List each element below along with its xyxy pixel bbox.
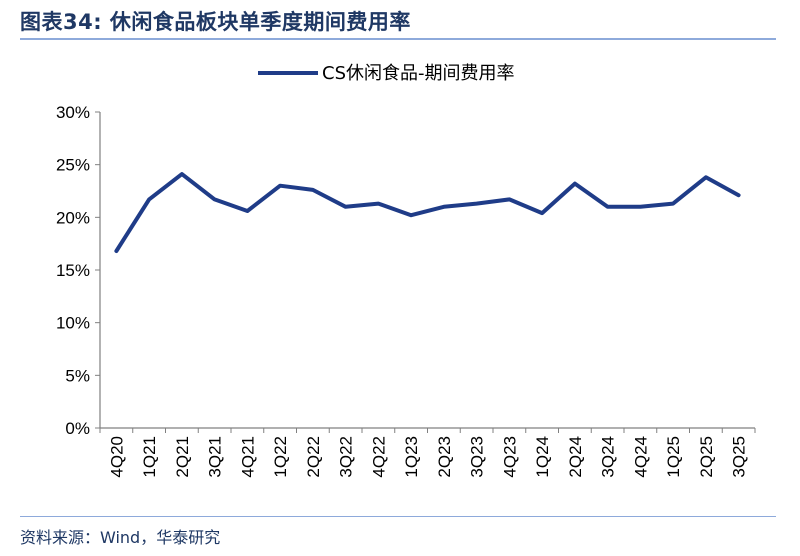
source-note: 资料来源：Wind，华泰研究	[20, 528, 221, 547]
y-tick-label: 30%	[56, 103, 90, 122]
y-tick-label: 10%	[56, 314, 90, 333]
y-tick-label: 0%	[65, 419, 90, 438]
x-tick-label: 4Q22	[369, 436, 388, 478]
series-line	[114, 172, 741, 253]
title-divider	[20, 38, 776, 40]
data-point	[345, 206, 347, 208]
x-tick-label: 1Q25	[664, 436, 683, 478]
y-axis-tick-labels: 0% 5% 10% 15% 20% 25% 30%	[56, 103, 90, 438]
x-tick-label: 1Q24	[533, 436, 552, 478]
x-tick-label: 3Q23	[468, 436, 487, 478]
x-tick-label: 3Q25	[730, 436, 749, 478]
data-point	[508, 198, 510, 200]
data-point	[279, 185, 281, 187]
data-point	[541, 212, 543, 214]
series-group	[114, 172, 741, 253]
y-tick-label: 5%	[65, 366, 90, 385]
footer-divider	[20, 516, 776, 517]
chart-axes	[95, 111, 756, 433]
data-point	[639, 206, 641, 208]
x-tick-label: 2Q25	[697, 436, 716, 478]
figure-title: 图表34: 休闲食品板块单季度期间费用率	[20, 10, 411, 34]
line-chart: CS休闲食品-期间费用率 0% 5% 10% 15% 20% 25% 30% 4Q20 1Q2…	[56, 63, 756, 478]
y-tick-label: 25%	[56, 156, 90, 175]
x-tick-label: 1Q22	[271, 436, 290, 478]
x-tick-label: 4Q20	[107, 436, 126, 478]
x-tick-label: 3Q21	[206, 436, 225, 478]
data-point	[312, 189, 314, 191]
y-tick-label: 15%	[56, 261, 90, 280]
y-tick-label: 20%	[56, 208, 90, 227]
x-tick-label: 2Q21	[173, 436, 192, 478]
x-tick-label: 4Q21	[238, 436, 257, 478]
data-point	[443, 206, 445, 208]
data-point	[377, 203, 379, 205]
data-point	[672, 203, 674, 205]
legend-label: CS休闲食品-期间费用率	[322, 63, 515, 84]
data-point	[738, 194, 740, 196]
data-point	[476, 203, 478, 205]
data-point	[246, 210, 248, 212]
data-point	[214, 198, 216, 200]
x-tick-label: 1Q23	[402, 436, 421, 478]
x-axis-tick-labels: 4Q20 1Q21 2Q21 3Q21 4Q21 1Q22 2Q22 3Q22 4Q22 1Q23…	[107, 436, 748, 478]
x-tick-label: 1Q21	[140, 436, 159, 478]
data-point	[607, 206, 609, 208]
x-tick-label: 3Q22	[337, 436, 356, 478]
data-point	[148, 198, 150, 200]
x-tick-label: 4Q24	[631, 436, 650, 478]
x-tick-label: 3Q24	[599, 436, 618, 478]
data-point	[574, 183, 576, 185]
x-tick-label: 2Q24	[566, 436, 585, 478]
data-point	[181, 173, 183, 175]
data-point	[115, 250, 117, 252]
data-point	[705, 176, 707, 178]
x-tick-label: 2Q23	[435, 436, 454, 478]
chart-legend: CS休闲食品-期间费用率	[258, 63, 515, 84]
x-tick-label: 2Q22	[304, 436, 323, 478]
x-tick-label: 4Q23	[500, 436, 519, 478]
data-point	[410, 214, 412, 216]
